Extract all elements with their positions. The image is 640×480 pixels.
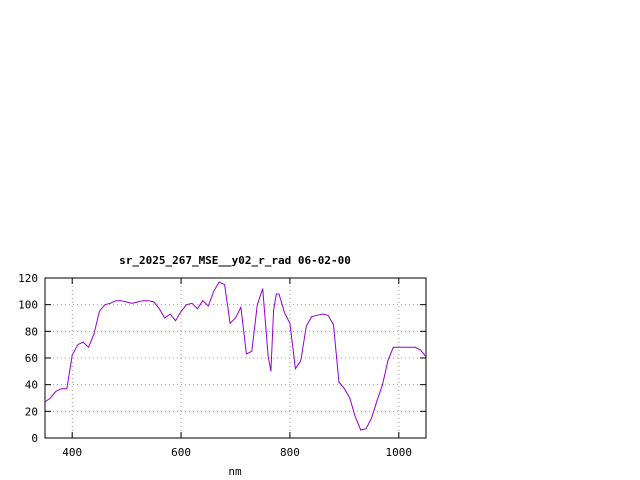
x-axis-label: nm	[228, 465, 242, 478]
x-tick-label: 800	[280, 446, 300, 459]
axis-ticks	[45, 277, 426, 439]
y-tick-label: 60	[25, 352, 38, 365]
x-tick-label: 400	[62, 446, 82, 459]
series-line	[44, 281, 427, 431]
y-tick-label: 100	[18, 299, 38, 312]
y-tick-label: 0	[31, 432, 38, 445]
axis-tick-labels: 0 20 40 60 80 100 120 400 600 800 1000	[18, 272, 412, 459]
chart-title: sr_2025_267_MSE__y02_r_rad 06-02-00	[119, 254, 351, 267]
plot-frame	[44, 277, 427, 439]
y-tick-label: 20	[25, 405, 38, 418]
x-tick-label: 1000	[386, 446, 413, 459]
y-tick-label: 120	[18, 272, 38, 285]
y-tick-label: 80	[25, 325, 38, 338]
y-tick-label: 40	[25, 379, 38, 392]
x-tick-label: 600	[171, 446, 191, 459]
grid	[45, 278, 426, 438]
